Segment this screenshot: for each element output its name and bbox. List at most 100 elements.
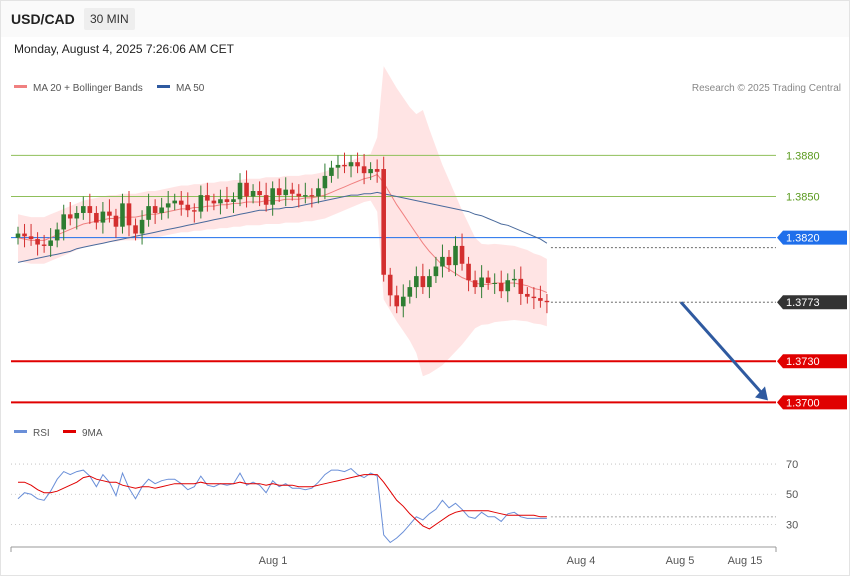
candle-body [159, 207, 164, 213]
candle-body [178, 200, 184, 205]
candle-body [67, 214, 73, 219]
candle-body [237, 182, 243, 200]
candle-body [276, 188, 282, 196]
candle-body [100, 211, 106, 223]
candle-body [433, 266, 439, 277]
candle-body [309, 195, 315, 197]
candle-body [361, 166, 367, 174]
candle-body [303, 195, 308, 197]
x-tick-label: Aug 1 [259, 555, 288, 567]
candle-body [22, 233, 27, 237]
ma50-line [17, 191, 548, 263]
candle-body [126, 203, 132, 226]
candle-body [218, 199, 223, 204]
candlesticks [15, 152, 550, 318]
level-label: 1.3850 [786, 192, 820, 204]
candle-body [368, 169, 373, 174]
rsi-tick-label: 70 [786, 459, 798, 471]
chart-svg[interactable]: MA 20 + Bollinger Bands MA 50 Research ©… [1, 35, 849, 575]
price-tag-label: 1.3700 [786, 397, 820, 409]
candle-body [472, 280, 478, 288]
rsi-legend: RSI 9MA [14, 428, 103, 439]
rsi-ma9-line [18, 474, 547, 530]
candle-body [107, 211, 112, 216]
x-tick-label: Aug 5 [666, 555, 695, 567]
candle-body [87, 206, 93, 213]
candle-body [427, 276, 432, 288]
candle-body [94, 212, 99, 223]
candle-body [518, 278, 524, 294]
price-tag [777, 295, 847, 310]
candle-body [485, 277, 491, 283]
ma9-swatch [63, 430, 76, 433]
candle-body [113, 215, 119, 227]
candle-body [538, 298, 543, 301]
candle-body [511, 278, 517, 281]
candle-body [152, 206, 158, 213]
candle-body [270, 188, 275, 205]
candle-body [74, 212, 80, 219]
timeframe-button[interactable]: 30 MIN [84, 8, 135, 30]
candle-body [133, 225, 138, 234]
price-tags: 1.3880 1.3850 1.3820 1.3773 1.3730 1.3700 [777, 150, 847, 410]
candle-body [342, 164, 347, 167]
candle-body [387, 274, 393, 296]
candle-body [283, 189, 289, 196]
ma50-swatch [157, 85, 170, 88]
datetime-label: Monday, August 4, 2025 7:26:06 AM CET [14, 42, 234, 56]
price-tag-label: 1.3773 [786, 297, 820, 309]
legend-ma50: MA 50 [176, 83, 205, 94]
ma20-line [17, 173, 548, 294]
price-tag [777, 354, 847, 369]
candle-body [381, 169, 386, 275]
candle-body [205, 195, 210, 201]
candle-body [28, 236, 34, 240]
candle-body [525, 293, 530, 297]
bollinger-bands [18, 66, 547, 377]
arrow-head [755, 386, 768, 401]
candle-body [54, 229, 60, 241]
price-levels [11, 154, 776, 404]
rsi-legend-label: RSI [33, 428, 50, 439]
candle-body [244, 182, 249, 197]
rsi-tick-label: 50 [786, 489, 798, 501]
candle-body [231, 199, 236, 202]
legend-ma20: MA 20 + Bollinger Bands [33, 83, 143, 94]
candle-body [120, 203, 125, 227]
candle-body [250, 191, 256, 197]
candle-body [211, 200, 217, 204]
candle-body [492, 282, 497, 284]
candle-body [198, 195, 204, 212]
candle-body [440, 256, 445, 267]
candle-body [296, 193, 302, 197]
candle-body [466, 263, 471, 281]
price-tag [777, 395, 847, 410]
price-tag [777, 230, 847, 245]
candle-body [531, 296, 537, 299]
candle-body [544, 300, 550, 303]
candle-body [185, 204, 191, 211]
candle-body [446, 256, 452, 266]
candle-body [322, 175, 328, 189]
forecast-arrow [679, 301, 768, 401]
x-axis: Aug 1 Aug 4 Aug 5 Aug 15 [10, 546, 777, 567]
x-tick-label: Aug 15 [728, 555, 763, 567]
candle-body [498, 282, 504, 292]
candle-body [146, 206, 151, 220]
copyright-label: Research © 2025 Trading Central [692, 83, 841, 94]
bollinger-band-area [18, 66, 547, 377]
candle-body [348, 162, 354, 167]
candle-body [479, 277, 484, 288]
candle-body [400, 296, 406, 307]
candle-body [41, 244, 47, 246]
candle-body [289, 189, 295, 194]
candle-body [316, 188, 321, 197]
candle-body [374, 169, 380, 172]
candle-body [35, 239, 40, 245]
candle-body [172, 200, 178, 204]
x-tick-label: Aug 4 [567, 555, 596, 567]
candle-body [224, 199, 230, 202]
ma20-swatch [14, 85, 27, 88]
candle-body [414, 276, 419, 288]
